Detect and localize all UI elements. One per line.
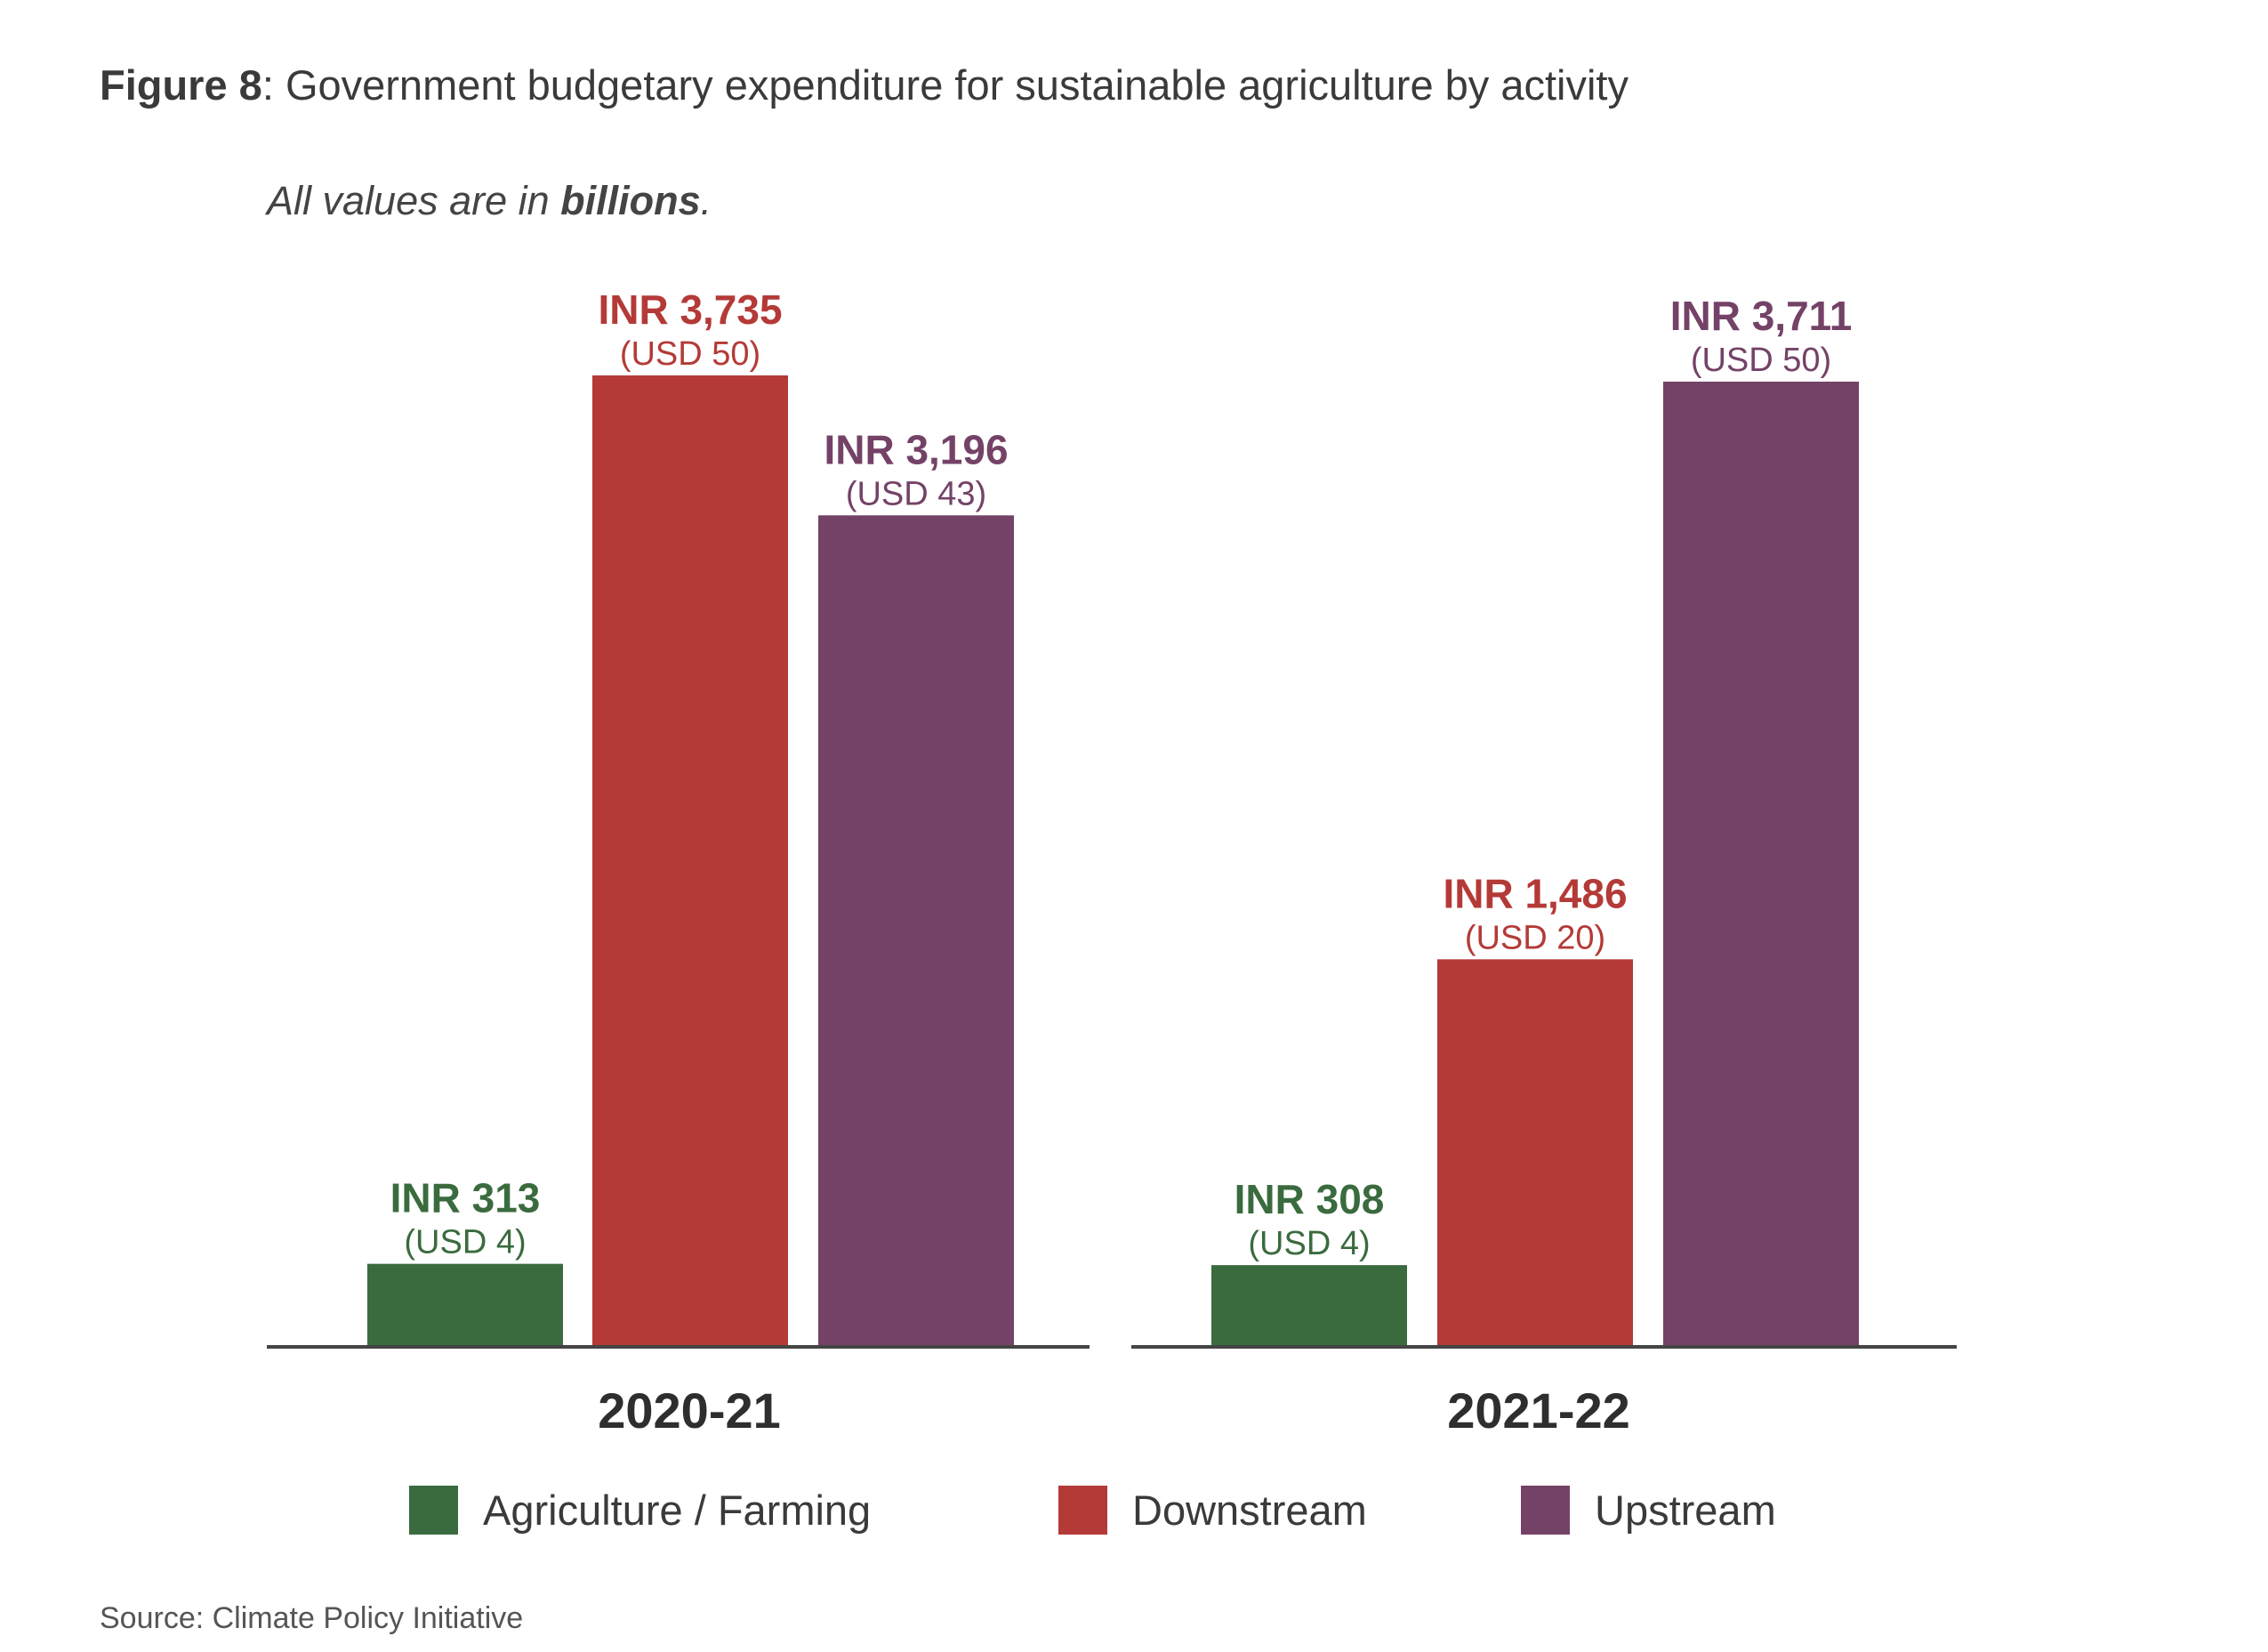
legend-swatch-downstream	[1058, 1486, 1107, 1535]
data-label-usd: (USD 50)	[620, 335, 760, 373]
data-label-value: INR 3,196	[824, 426, 1008, 472]
category-label: 2020-21	[598, 1382, 781, 1438]
legend-item-agriculture: Agriculture / Farming	[409, 1486, 871, 1535]
data-label-value: INR 3,735	[598, 286, 782, 333]
bar-downstream-2020-21	[592, 375, 788, 1345]
legend-item-downstream: Downstream	[1058, 1486, 1367, 1535]
figure-title: Figure 8: Government budgetary expenditu…	[100, 60, 1629, 109]
bar-chart: INR 313(USD 4)INR 3,735(USD 50)INR 3,196…	[267, 286, 1957, 1438]
bar-downstream-2021-22	[1437, 959, 1633, 1345]
data-label-value: INR 1,486	[1443, 870, 1627, 916]
category-label: 2021-22	[1447, 1382, 1630, 1438]
data-label-usd: (USD 4)	[404, 1224, 526, 1261]
legend-label-agriculture: Agriculture / Farming	[483, 1487, 872, 1534]
data-label-usd: (USD 43)	[846, 475, 986, 512]
legend-label-upstream: Upstream	[1595, 1487, 1776, 1534]
source-note: Source: Climate Policy Initiative	[100, 1601, 524, 1635]
bar-agriculture-farming-2021-22	[1211, 1265, 1407, 1345]
legend: Agriculture / Farming Downstream Upstrea…	[0, 1486, 2268, 1557]
data-label-usd: (USD 50)	[1691, 342, 1831, 379]
bar-upstream-2021-22	[1663, 382, 1859, 1345]
figure-subtitle: All values are in billions.	[267, 178, 712, 224]
data-label-usd: (USD 20)	[1465, 919, 1605, 956]
data-label-usd: (USD 4)	[1248, 1225, 1370, 1262]
subtitle-suffix: .	[700, 178, 712, 223]
data-label-value: INR 308	[1235, 1176, 1385, 1222]
figure-label: Figure 8	[100, 61, 262, 109]
legend-swatch-upstream	[1521, 1486, 1570, 1535]
subtitle-prefix: All values are in	[267, 178, 561, 223]
bar-upstream-2020-21	[818, 515, 1014, 1345]
subtitle-unit: billions	[560, 178, 701, 223]
figure-title-text: : Government budgetary expenditure for s…	[261, 61, 1629, 109]
legend-swatch-agriculture	[409, 1486, 458, 1535]
data-label-value: INR 3,711	[1670, 293, 1853, 339]
data-label-value: INR 313	[390, 1175, 541, 1221]
legend-item-upstream: Upstream	[1521, 1486, 1776, 1535]
bar-agriculture-farming-2020-21	[367, 1263, 563, 1345]
legend-label-downstream: Downstream	[1132, 1487, 1367, 1534]
